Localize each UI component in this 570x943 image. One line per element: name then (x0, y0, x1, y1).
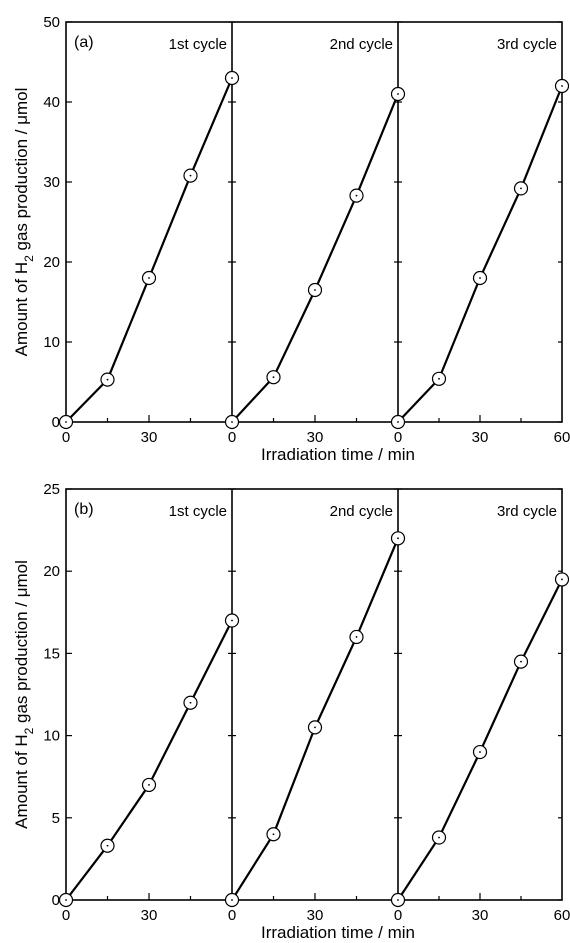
data-point-center (438, 377, 440, 380)
y-axis-title-part: Amount of H (12, 734, 31, 829)
data-point-center (272, 376, 275, 379)
x-tick-label: 30 (472, 429, 489, 446)
data-point-center (397, 899, 399, 901)
data-point-center (231, 899, 233, 901)
series-line-1 (65, 620, 233, 901)
x-tick-label: 0 (62, 907, 70, 924)
data-point-center (397, 421, 399, 423)
y-tick-label: 0 (52, 414, 60, 431)
x-tick-label: 0 (228, 907, 236, 924)
x-tick-label: 30 (141, 429, 158, 446)
x-axis-title: Irradiation time / min (261, 445, 415, 464)
cycle-label: 2nd cycle (330, 36, 393, 53)
data-point-center (314, 726, 316, 729)
x-tick-label: 0 (228, 429, 236, 446)
data-point-center (148, 277, 150, 279)
data-point-center (355, 194, 358, 197)
panel-label: (b) (74, 501, 94, 518)
data-point-center (355, 636, 358, 638)
x-tick-label: 60 (554, 907, 570, 924)
chart-panel-1: 0 10 20 30 40 50 0 30 1st cycle 0 30 2nd cycle 0 30 60… (12, 14, 570, 464)
cycle-label: 1st cycle (169, 503, 227, 520)
y-axis-title-subscript: 2 (22, 727, 36, 734)
y-axis-title-part: gas production / μmol (12, 88, 31, 256)
data-point-center (106, 378, 109, 381)
x-tick-label: 30 (307, 907, 324, 924)
data-point-center (479, 277, 481, 279)
y-tick-label: 5 (52, 810, 60, 827)
data-point-center (65, 899, 67, 901)
chart-panel-2: 0 5 10 15 20 25 0 30 1st cycle 0 30 2nd cycle 0 30 60 3… (12, 481, 570, 942)
cycle-label: 2nd cycle (330, 503, 393, 520)
cycle-label: 3rd cycle (497, 36, 557, 53)
data-point-center (520, 187, 522, 190)
y-tick-label: 0 (52, 892, 60, 909)
y-axis-title: Amount of H2 gas production / μmol (12, 560, 36, 829)
x-tick-label: 0 (394, 907, 402, 924)
y-axis-title: Amount of H2 gas production / μmol (12, 88, 36, 357)
series-line-1 (65, 77, 234, 423)
y-tick-label: 20 (43, 254, 60, 271)
y-tick-label: 20 (43, 563, 60, 580)
data-point-center (148, 784, 150, 786)
y-tick-label: 40 (43, 94, 60, 111)
cycle-label: 3rd cycle (497, 503, 557, 520)
series-line-2 (231, 93, 400, 423)
y-tick-label: 15 (43, 645, 60, 662)
x-tick-label: 30 (472, 907, 489, 924)
y-axis-title-part: Amount of H (12, 262, 31, 357)
y-tick-label: 50 (43, 14, 60, 31)
series-line-3 (397, 85, 564, 423)
data-point-center (520, 660, 522, 663)
data-point-center (231, 421, 233, 423)
x-tick-label: 30 (141, 907, 158, 924)
data-point-center (231, 77, 233, 79)
data-point-center (397, 93, 399, 95)
y-tick-label: 10 (43, 334, 60, 351)
data-point-center (561, 85, 563, 87)
data-point-center (189, 701, 192, 704)
y-axis-title-subscript: 2 (22, 255, 36, 262)
data-point-center (231, 619, 233, 622)
data-point-center (479, 751, 481, 753)
data-point-center (65, 421, 67, 423)
y-tick-label: 10 (43, 728, 60, 745)
data-point-center (561, 578, 563, 581)
series-line-2 (231, 537, 400, 901)
data-point-center (438, 836, 440, 839)
data-point-center (189, 174, 192, 177)
panel-label: (a) (74, 34, 94, 51)
plot-frame (65, 488, 563, 901)
x-axis-title: Irradiation time / min (261, 923, 415, 942)
plot-frame (65, 21, 563, 423)
y-tick-label: 30 (43, 174, 60, 191)
cycle-label: 1st cycle (169, 36, 227, 53)
y-tick-label: 25 (43, 481, 60, 498)
y-axis-title-part: gas production / μmol (12, 560, 31, 728)
data-point-center (314, 289, 316, 291)
data-point-center (397, 537, 399, 540)
x-tick-label: 30 (307, 429, 324, 446)
data-point-center (272, 833, 275, 836)
x-tick-label: 60 (554, 429, 570, 446)
series-line-3 (397, 578, 563, 901)
x-tick-label: 0 (394, 429, 402, 446)
data-point-center (106, 844, 109, 847)
x-tick-label: 0 (62, 429, 70, 446)
